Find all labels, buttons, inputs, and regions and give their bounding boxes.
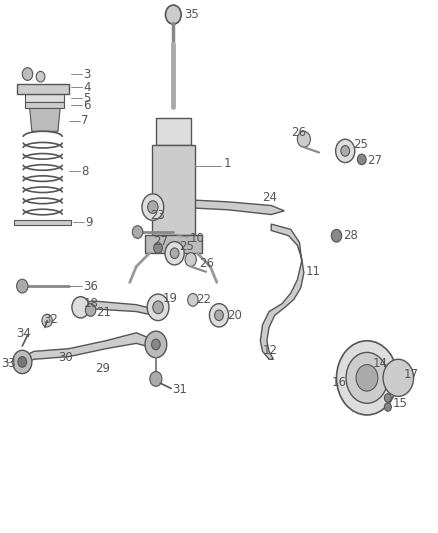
- Text: 29: 29: [95, 362, 110, 375]
- Circle shape: [85, 304, 96, 317]
- Text: 27: 27: [153, 235, 168, 247]
- Polygon shape: [145, 199, 284, 215]
- Circle shape: [185, 253, 196, 266]
- Text: 26: 26: [199, 257, 215, 270]
- Polygon shape: [14, 220, 71, 225]
- Text: 16: 16: [332, 376, 347, 389]
- Polygon shape: [260, 224, 304, 359]
- Text: 26: 26: [291, 126, 306, 140]
- Circle shape: [148, 201, 158, 214]
- Text: 14: 14: [372, 357, 387, 369]
- Text: 25: 25: [179, 240, 194, 253]
- Circle shape: [336, 341, 397, 415]
- Circle shape: [165, 241, 184, 265]
- Text: 23: 23: [150, 208, 165, 222]
- Text: 3: 3: [83, 68, 91, 80]
- Text: 12: 12: [262, 344, 278, 357]
- Text: 34: 34: [17, 327, 32, 341]
- Circle shape: [152, 339, 160, 350]
- Text: 1: 1: [223, 157, 231, 169]
- Text: 15: 15: [393, 397, 408, 410]
- Text: 10: 10: [190, 232, 205, 245]
- Circle shape: [297, 131, 311, 147]
- Polygon shape: [17, 84, 69, 94]
- Circle shape: [36, 71, 45, 82]
- Circle shape: [132, 225, 143, 238]
- Text: 7: 7: [81, 114, 88, 127]
- Polygon shape: [78, 301, 154, 316]
- Circle shape: [187, 294, 198, 306]
- Polygon shape: [30, 109, 60, 131]
- Text: 27: 27: [367, 154, 382, 167]
- Text: 35: 35: [184, 8, 199, 21]
- Text: 36: 36: [83, 280, 98, 293]
- Polygon shape: [156, 118, 191, 144]
- Circle shape: [331, 229, 342, 242]
- Polygon shape: [152, 144, 195, 235]
- Text: 11: 11: [306, 265, 321, 278]
- Circle shape: [346, 352, 388, 403]
- Polygon shape: [25, 102, 64, 109]
- Text: 22: 22: [196, 293, 212, 306]
- Circle shape: [147, 294, 169, 320]
- Text: 4: 4: [83, 81, 91, 94]
- Circle shape: [154, 243, 162, 253]
- Polygon shape: [145, 235, 201, 253]
- Text: 25: 25: [353, 138, 368, 151]
- Circle shape: [22, 68, 33, 80]
- Text: 18: 18: [83, 297, 98, 310]
- Circle shape: [209, 304, 229, 327]
- Circle shape: [153, 301, 163, 314]
- Text: 21: 21: [96, 306, 111, 319]
- Text: 9: 9: [85, 216, 93, 229]
- Circle shape: [13, 350, 32, 374]
- Text: 17: 17: [404, 368, 419, 381]
- Text: 6: 6: [83, 99, 91, 112]
- Circle shape: [72, 297, 89, 318]
- Polygon shape: [21, 333, 156, 365]
- Text: 20: 20: [227, 309, 242, 322]
- Circle shape: [17, 279, 28, 293]
- Text: 32: 32: [43, 313, 58, 326]
- Circle shape: [357, 154, 366, 165]
- Text: 5: 5: [83, 92, 91, 105]
- Text: 8: 8: [81, 165, 88, 177]
- Text: 24: 24: [262, 191, 278, 204]
- Text: 30: 30: [58, 351, 73, 364]
- Circle shape: [341, 146, 350, 156]
- Circle shape: [356, 365, 378, 391]
- Circle shape: [142, 194, 164, 220]
- Polygon shape: [25, 94, 64, 102]
- Circle shape: [18, 357, 27, 367]
- Circle shape: [385, 403, 391, 411]
- Text: 33: 33: [1, 357, 16, 369]
- Text: 28: 28: [343, 229, 358, 242]
- Circle shape: [383, 359, 413, 397]
- Circle shape: [42, 314, 52, 327]
- Circle shape: [336, 139, 355, 163]
- Text: 31: 31: [173, 383, 187, 396]
- Circle shape: [385, 394, 391, 402]
- Circle shape: [145, 331, 167, 358]
- Text: 19: 19: [162, 292, 177, 305]
- Circle shape: [170, 248, 179, 259]
- Circle shape: [150, 372, 162, 386]
- Circle shape: [215, 310, 223, 320]
- Circle shape: [166, 5, 181, 24]
